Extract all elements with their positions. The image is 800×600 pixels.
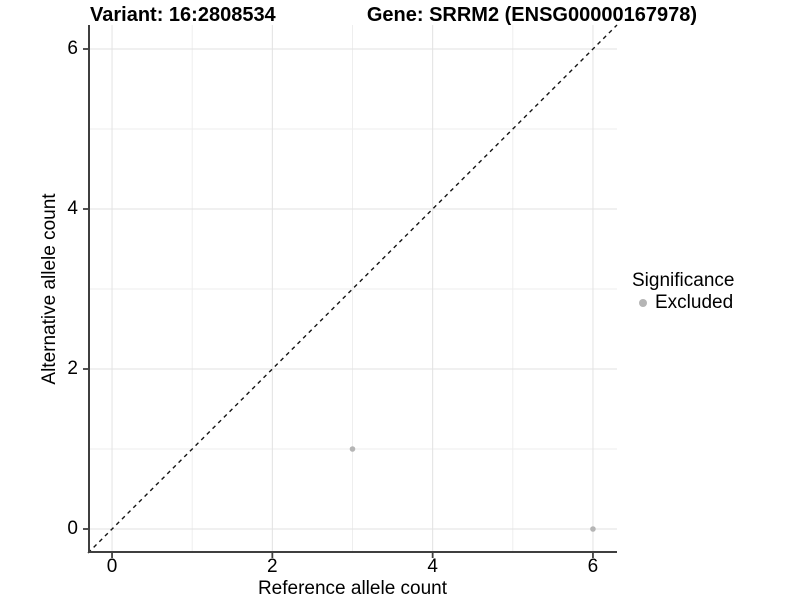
y-tick-label: 6 (67, 38, 78, 59)
x-tick-label: 0 (106, 556, 118, 577)
plot-panel (83, 24, 618, 558)
legend-item-label: Excluded (655, 292, 734, 313)
y-tick-label: 4 (67, 198, 78, 219)
legend-key-dot-icon (639, 298, 647, 307)
x-axis-title: Reference allele count (257, 578, 448, 599)
x-tick-label: 2 (267, 556, 278, 577)
gene-title: Gene: SRRM2 (ENSG00000167978) (366, 4, 697, 26)
y-tick-label: 0 (67, 518, 78, 539)
legend-item-excluded: Excluded (632, 292, 734, 313)
title-row: Variant: 16:2808534 Gene: SRRM2 (ENSG000… (90, 3, 697, 27)
legend: Significance Excluded (632, 270, 734, 313)
x-tick-label: 4 (427, 556, 438, 577)
y-axis-title: Alternative allele count (39, 193, 60, 385)
y-tick-label: 2 (67, 358, 78, 379)
legend-title: Significance (632, 270, 735, 291)
data-point (349, 446, 356, 452)
plot-canvas (83, 24, 618, 558)
x-tick-label: 6 (587, 556, 599, 577)
variant-title: Variant: 16:2808534 (90, 4, 276, 26)
data-point (590, 526, 596, 532)
